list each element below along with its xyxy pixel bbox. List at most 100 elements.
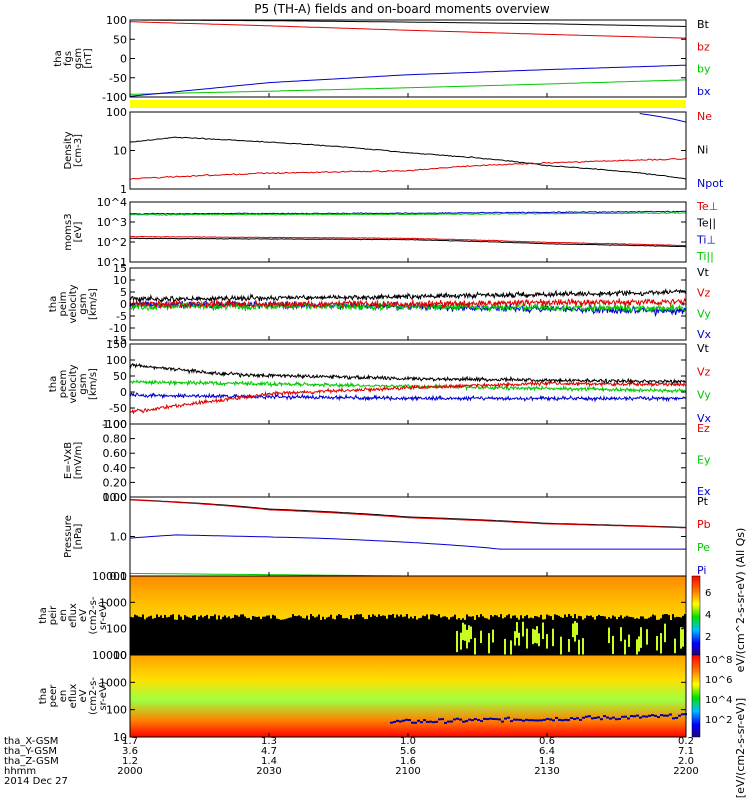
ion-spectrogram-patch (526, 628, 528, 649)
ion-spectrogram-column (306, 615, 308, 655)
fgs-ylabel-line: gsm (73, 48, 84, 69)
ion-spectrogram-column (212, 616, 214, 655)
ion-spectrogram-column (196, 619, 198, 655)
ion-spectrogram-column (240, 614, 242, 655)
ion-spectrogram-column (586, 615, 588, 655)
ion-spectrogram-column (166, 617, 168, 655)
ephemeris-value: 1.8 (539, 756, 555, 767)
ion-spectrogram-column (364, 618, 366, 655)
ephemeris-value: 2030 (256, 766, 281, 777)
temp-series-Ti_par (129, 212, 687, 216)
ion-spectrogram-column (286, 618, 288, 655)
density-series-Npot (639, 113, 687, 123)
electron-spectrogram-cell (552, 719, 555, 722)
ion-spectrogram-column (332, 618, 334, 655)
ion-spectrogram-column (214, 614, 216, 655)
ion-spectrogram-column (316, 616, 318, 655)
pem-series-Vt (129, 362, 687, 386)
electron-spectrogram-cell (537, 719, 540, 722)
electron-spectrogram-cell (594, 716, 597, 719)
ion-spectrogram-patch (680, 627, 682, 649)
fgs-ylabel-line: tha (53, 50, 64, 66)
ion-spectrogram-column (366, 619, 368, 655)
ion-spectrogram-column (378, 614, 380, 655)
ion-spectrogram-column (164, 614, 166, 655)
ion-spectrogram-patch (568, 639, 570, 652)
ephemeris-value: 6.4 (539, 746, 555, 757)
peir-ytick-label: 100 (106, 623, 127, 636)
ion-spectrogram-column (554, 614, 556, 655)
pressure-frame (129, 496, 687, 577)
efield-ylabel-line: [mV/m] (73, 442, 84, 480)
ion-spectrogram-column (274, 615, 276, 655)
ion-spectrogram-column (674, 617, 676, 655)
efield-legend-Ez: Ez (697, 422, 710, 435)
ion-spectrogram-column (648, 617, 650, 655)
ion-spectrogram-column (412, 618, 414, 655)
electron-spectrogram-cell (492, 717, 495, 720)
ion-spectrogram-column (650, 616, 652, 655)
ion-spectrogram-patch (640, 627, 642, 648)
ion-spectrogram-column (548, 615, 550, 655)
ion-spectrogram-column (654, 615, 656, 655)
ion-spectrogram-column (330, 614, 332, 655)
electron-spectrogram-cell (564, 718, 567, 721)
electron-spectrogram-cell (609, 717, 612, 720)
ion-spectrogram-column (248, 617, 250, 655)
electron-spectrogram-cell (675, 716, 678, 719)
electron-spectrogram-cell (471, 719, 474, 722)
electron-spectrogram-cell (468, 718, 471, 721)
ion-spectrogram-column (228, 616, 230, 655)
electron-spectrogram-cell (402, 719, 405, 722)
ion-spectrogram-column (642, 616, 644, 655)
electron-spectrogram-cell (528, 719, 531, 722)
fgs-ytick-label: 50 (113, 33, 127, 46)
ion-spectrogram-column (592, 617, 594, 655)
ion-spectrogram-column (668, 615, 670, 655)
ion-spectrogram-column (528, 618, 530, 655)
ion-spectrogram-column (180, 616, 182, 655)
electron-spectrogram-cell (654, 714, 657, 717)
electron-spectrogram-cell (390, 721, 393, 724)
ion-spectrogram-patch (646, 629, 648, 645)
ion-spectrogram-column (448, 619, 450, 655)
ion-spectrogram-column (338, 614, 340, 655)
density-ytick-label: 1 (120, 183, 127, 196)
ion-spectrogram-column (598, 614, 600, 655)
pem-ytick-label: 0 (120, 386, 127, 399)
ion-spectrogram-column (414, 616, 416, 655)
ion-spectrogram-column (230, 618, 232, 655)
electron-spectrogram-cell (453, 718, 456, 721)
ion-spectrogram-patch (560, 636, 562, 655)
ion-spectrogram-column (596, 616, 598, 655)
ion-spectrogram-patch (638, 636, 640, 652)
ion-spectrogram-column (396, 614, 398, 655)
ion-spectrogram-column (416, 619, 418, 655)
ion-spectrogram-column (204, 615, 206, 655)
electron-spectrogram-cell (666, 714, 669, 717)
density-series-Ni (129, 136, 687, 180)
peim-ytick-label: -15 (109, 334, 127, 347)
ion-spectrogram-column (520, 615, 522, 655)
electron-spectrogram-cell (672, 717, 675, 720)
peir-ylabel-line: en (58, 609, 69, 622)
ion-spectrogram-patch (468, 625, 470, 643)
electron-spectrogram-band (390, 713, 687, 724)
peir-ytick-label: 10000 (92, 570, 127, 583)
ion-spectrogram-column (224, 615, 226, 655)
ion-spectrogram-column (266, 615, 268, 655)
peer-ylabel-line: (cm2-s- (88, 677, 99, 715)
ion-spectrogram-column (476, 615, 478, 655)
ion-spectrogram-patch (474, 637, 476, 657)
ion-spectrogram-column (302, 618, 304, 655)
peir-ytick-label: 1000 (99, 596, 127, 609)
ion-spectrogram-column (200, 615, 202, 655)
electron-colorbar (691, 654, 701, 738)
ion-spectrogram-column (506, 615, 508, 655)
pressure-series-Pb (129, 499, 687, 529)
ion-spectrogram-patch (552, 628, 554, 647)
density-legend-Ne: Ne (697, 110, 712, 123)
ephemeris-value: 1.2 (122, 756, 138, 767)
electron-spectrogram-cell (513, 718, 516, 721)
ion-spectrogram-column (430, 614, 432, 655)
